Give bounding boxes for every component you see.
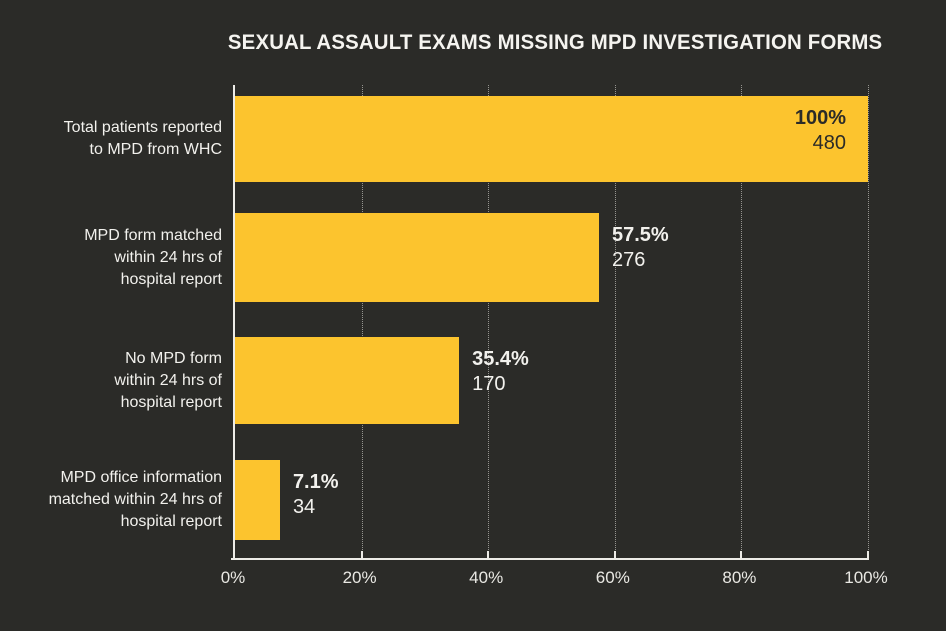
x-axis-tick (360, 551, 363, 560)
bar-value: 57.5% 276 (612, 223, 669, 273)
bar-value-percent: 100% (794, 107, 846, 129)
category-label-line: to MPD from WHC (89, 141, 222, 158)
bar-value-percent: 35.4% (472, 348, 529, 370)
plot-area: 100% 480 57.5% 276 35.4% 170 7.1% 34 (233, 85, 869, 560)
category-label-line: No MPD form (125, 349, 222, 367)
gridline (868, 85, 869, 560)
category-label-line: hospital report (120, 393, 222, 411)
x-tick-label: 100% (844, 568, 888, 587)
bar-value: 7.1% 34 (293, 470, 339, 520)
bar (235, 460, 280, 540)
bar (235, 337, 460, 424)
y-category-labels: Total patients reported to MPD from WHC MP… (0, 0, 222, 631)
x-axis-tick (740, 551, 743, 560)
bar-value-percent: 7.1% (292, 471, 339, 493)
x-axis-tick (867, 551, 869, 560)
x-tick-label: 0% (220, 568, 246, 587)
category-label-line: within 24 hrs of (114, 248, 222, 266)
x-tick-label: 60% (595, 568, 630, 587)
x-axis-tick (487, 551, 490, 560)
gridline (614, 85, 616, 560)
bar (235, 213, 599, 302)
bar (235, 96, 868, 182)
bar-value-percent: 57.5% (611, 224, 669, 246)
gridline (361, 85, 363, 560)
category-label-line: hospital report (120, 270, 222, 288)
category-label-line: within 24 hrs of (114, 371, 222, 389)
gridline (488, 85, 490, 560)
x-axis-tick (613, 551, 616, 560)
category-label-line: MPD form matched (84, 226, 222, 244)
category-label: Total patients reported to MPD from WHC (0, 117, 222, 161)
category-label: MPD form matched within 24 hrs of hospital… (0, 225, 222, 291)
bar-row: 35.4% 170 (235, 337, 868, 424)
bar-row: 7.1% 34 (235, 460, 868, 540)
chart-title: SEXUAL ASSAULT EXAMS MISSING MPD INVESTI… (227, 31, 883, 54)
category-label-line: matched within 24 hrs of (48, 491, 222, 508)
bar-value: 100% 480 (235, 106, 846, 156)
category-label-line: hospital report (120, 513, 222, 530)
bar-row: 100% 480 (235, 96, 868, 182)
bar-value-count: 480 (812, 132, 846, 154)
bar-value-count: 276 (611, 249, 646, 271)
category-label: MPD office information matched within 24 … (0, 467, 222, 533)
x-tick-label: 40% (469, 568, 504, 587)
category-label-line: Total patients reported (63, 119, 222, 136)
category-label: No MPD form within 24 hrs of hospital repo… (0, 348, 222, 414)
bar-row: 57.5% 276 (235, 213, 868, 302)
x-tick-label: 20% (342, 568, 377, 587)
bar-value-count: 34 (292, 496, 316, 518)
gridline (741, 85, 743, 560)
x-tick-labels: 0% 20% 40% 60% 80% 100% (221, 568, 888, 592)
bar-value: 35.4% 170 (472, 347, 529, 397)
x-axis (231, 558, 868, 560)
x-tick-label: 80% (722, 568, 757, 587)
bar-value-count: 170 (472, 373, 506, 395)
category-label-line: MPD office information (60, 469, 222, 486)
